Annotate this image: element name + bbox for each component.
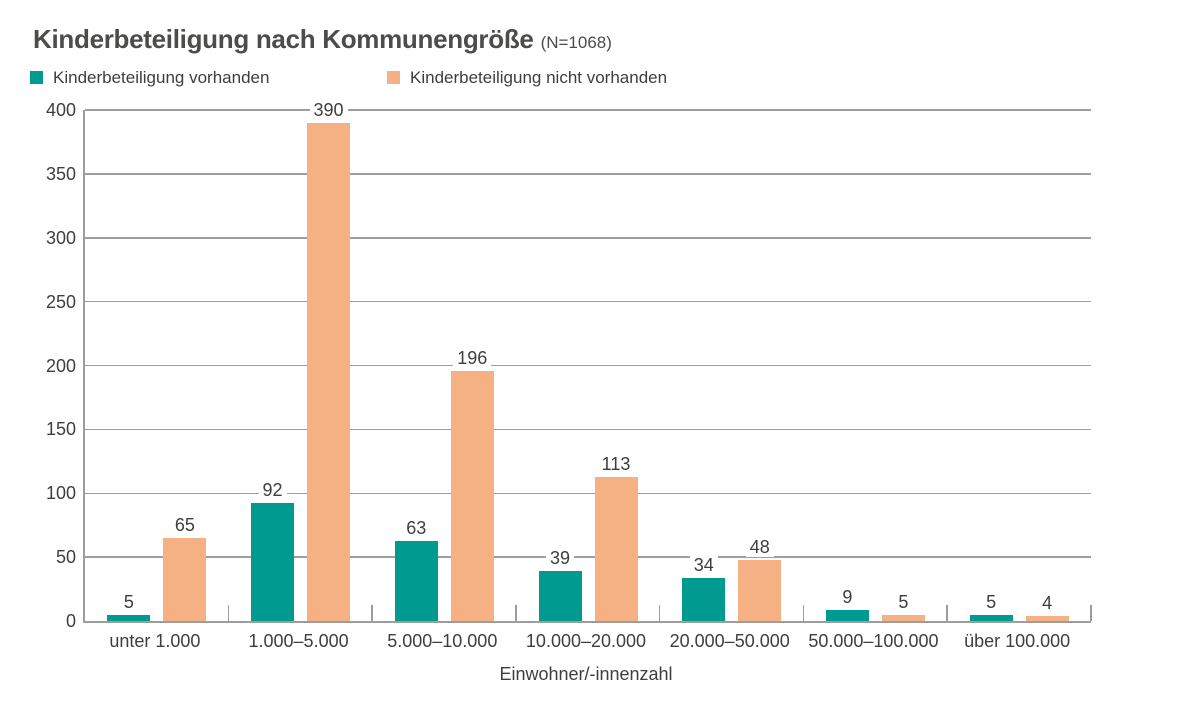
x-category-label-1: unter 1.000 xyxy=(109,631,201,651)
page-title: Kinderbeteiligung nach Kommunengröße (N=1… xyxy=(33,24,612,55)
y-tick-label-350: 350 xyxy=(45,163,76,184)
gridline-50 xyxy=(85,556,1091,558)
legend-swatch-vorhanden xyxy=(30,71,43,84)
x-category-label-6: 50.000–100.000 xyxy=(808,631,939,651)
bar-vorhanden-4: 39 xyxy=(538,548,582,621)
chart-title: Kinderbeteiligung nach Kommunengröße xyxy=(33,24,534,54)
legend-label-vorhanden: Kinderbeteiligung vorhanden xyxy=(53,68,270,87)
bar-value-label: 48 xyxy=(745,536,774,557)
bar-nicht-vorhanden-2: 390 xyxy=(307,99,351,621)
gridline-300 xyxy=(85,237,1091,239)
x-axis-tick-6 xyxy=(946,605,948,621)
gridline-400 xyxy=(85,109,1091,111)
y-tick-label-400: 400 xyxy=(45,100,76,120)
bar-value-label: 63 xyxy=(402,517,431,538)
gridline-350 xyxy=(85,173,1091,175)
gridline-100 xyxy=(85,492,1091,494)
legend-item-vorhanden: Kinderbeteiligung vorhanden xyxy=(30,68,269,88)
bar-nicht-vorhanden-3: 196 xyxy=(450,347,494,621)
bar-value-label: 196 xyxy=(453,347,492,368)
bar-value-label: 5 xyxy=(894,591,913,612)
y-tick-label-0: 0 xyxy=(65,611,76,631)
bar-vorhanden-2: 92 xyxy=(251,480,295,621)
x-category-label-7: über 100.000 xyxy=(964,631,1071,651)
legend-label-nicht-vorhanden: Kinderbeteiligung nicht vorhanden xyxy=(410,68,668,87)
y-tick-label-300: 300 xyxy=(45,227,76,248)
chart-sample-size-note: (N=1068) xyxy=(540,33,612,52)
bar-value-label: 34 xyxy=(689,554,718,575)
bar-vorhanden-5: 34 xyxy=(682,554,726,621)
bar-value-label: 5 xyxy=(982,591,1001,612)
bar-nicht-vorhanden-7: 4 xyxy=(1025,592,1069,621)
y-tick-label-150: 150 xyxy=(45,419,76,440)
gridline-200 xyxy=(85,364,1091,367)
bar-value-label: 92 xyxy=(258,480,287,501)
y-tick-label-200: 200 xyxy=(45,355,76,376)
legend-swatch-nicht-vorhanden xyxy=(387,71,400,84)
bar-value-label: 65 xyxy=(170,514,199,535)
y-tick-label-250: 250 xyxy=(45,291,76,312)
x-axis-tick-2 xyxy=(371,605,373,621)
bar-vorhanden-6: 9 xyxy=(825,586,869,621)
gridline-250 xyxy=(85,300,1091,303)
legend: Kinderbeteiligung vorhanden Kinderbeteil… xyxy=(0,68,1200,92)
bar-value-label: 39 xyxy=(545,548,575,569)
x-axis-tick-4 xyxy=(658,605,661,621)
bar-value-label: 113 xyxy=(597,453,635,474)
x-axis-labels: unter 1.000 1.000–5.000 5.000–10.000 10.000… xyxy=(83,631,1089,653)
bar-value-label: 390 xyxy=(309,99,348,120)
bar-nicht-vorhanden-1: 65 xyxy=(163,514,207,621)
y-tick-label-100: 100 xyxy=(45,483,76,504)
bar-vorhanden-1: 5 xyxy=(107,591,151,621)
bar-value-label: 5 xyxy=(119,591,138,612)
bar-nicht-vorhanden-5: 48 xyxy=(738,536,782,621)
bar-value-label: 9 xyxy=(838,586,857,607)
y-tick-label-50: 50 xyxy=(55,547,76,568)
bar-vorhanden-7: 5 xyxy=(969,591,1013,621)
bar-nicht-vorhanden-4: 113 xyxy=(594,453,638,621)
x-category-label-3: 5.000–10.000 xyxy=(387,631,498,651)
plot-area: 5 65 92 390 63 196 39 113 34 48 9 5 5 4 xyxy=(83,99,1092,623)
bar-vorhanden-3: 63 xyxy=(394,517,438,621)
x-axis-tick-5 xyxy=(802,605,805,621)
x-category-label-5: 20.000–50.000 xyxy=(669,631,790,651)
bar-value-label: 4 xyxy=(1038,592,1057,613)
x-axis-title: Einwohner/-innenzahl xyxy=(499,664,673,684)
x-axis-tick-7 xyxy=(1090,605,1092,621)
x-axis-tick-1 xyxy=(227,605,230,621)
gridline-150 xyxy=(85,428,1091,431)
x-category-label-2: 1.000–5.000 xyxy=(248,631,349,651)
y-axis-labels: 0 50 100 150 200 250 300 350 400 xyxy=(0,100,76,631)
legend-item-nicht-vorhanden: Kinderbeteiligung nicht vorhanden xyxy=(387,68,667,88)
bar-nicht-vorhanden-6: 5 xyxy=(881,591,925,621)
x-category-label-4: 10.000–20.000 xyxy=(525,631,647,651)
x-axis-tick-3 xyxy=(515,605,517,621)
